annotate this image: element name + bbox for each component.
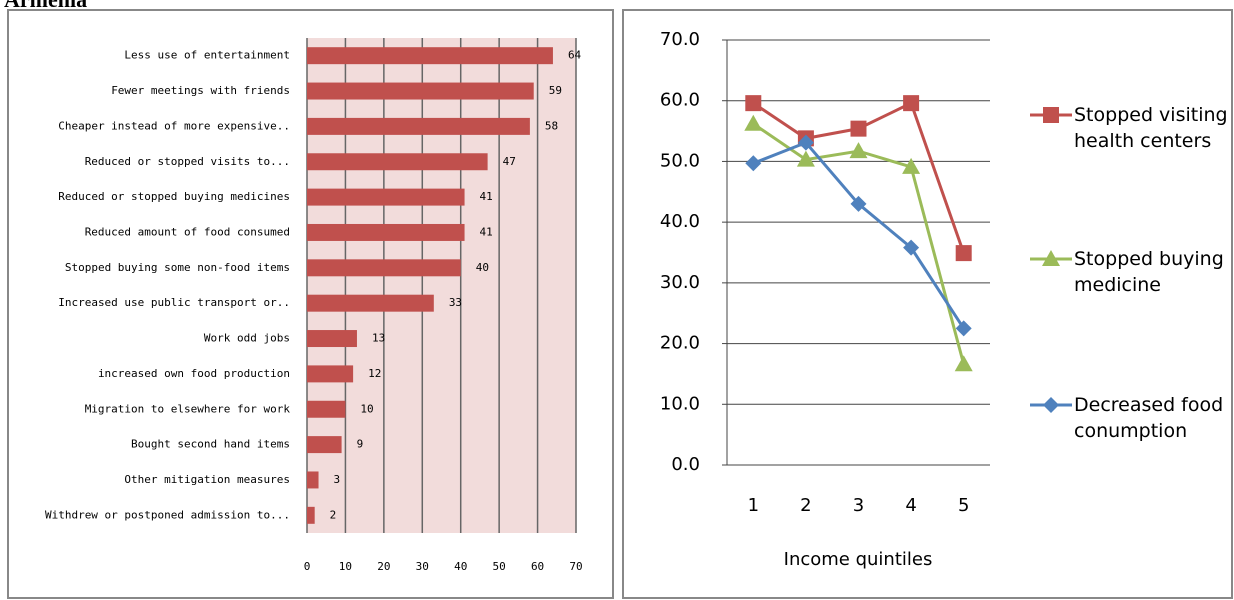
y-tick-label: 40.0 (660, 211, 700, 232)
marker (903, 239, 920, 256)
bar (307, 117, 530, 135)
x-tick-label: 70 (569, 560, 582, 573)
y-tick-label: Reduced or stopped visits to... (85, 155, 290, 168)
right-panel (622, 9, 1233, 599)
bar (307, 259, 461, 277)
y-tick-label: Withdrew or postponed admission to... (45, 508, 290, 521)
y-tick-label: Cheaper instead of more expensive.. (58, 119, 290, 132)
x-tick-label: 0 (304, 560, 311, 573)
value-label: 41 (480, 190, 493, 203)
x-tick-label: 40 (454, 560, 467, 573)
y-tick-label: Increased use public transport or.. (58, 296, 290, 309)
x-tick-label: 4 (905, 495, 916, 516)
value-label: 58 (545, 119, 558, 132)
y-tick-label: 0.0 (671, 454, 700, 475)
marker (955, 320, 972, 337)
y-tick-label: 70.0 (660, 29, 700, 50)
bar (307, 330, 357, 348)
legend-label: Stopped visiting health centers (1074, 104, 1228, 152)
value-label: 59 (549, 84, 562, 97)
y-tick-label: 10.0 (660, 393, 700, 414)
x-tick-label: 2 (800, 495, 811, 516)
x-tick-label: 30 (416, 560, 429, 573)
bar (307, 436, 342, 454)
y-tick-label: Stopped buying some non-food items (65, 261, 290, 274)
marker (903, 95, 920, 112)
value-label: 3 (334, 473, 341, 486)
value-label: 33 (449, 296, 462, 309)
x-axis-label: Income quintiles (784, 549, 933, 570)
y-tick-label: increased own food production (98, 367, 290, 380)
bar (307, 294, 434, 312)
marker (850, 195, 867, 212)
legend-marker (1043, 397, 1059, 413)
y-tick-label: 30.0 (660, 272, 700, 293)
marker (796, 150, 815, 167)
value-label: 47 (503, 155, 516, 168)
marker (745, 95, 762, 112)
y-tick-label: Less use of entertainment (124, 49, 290, 62)
legend-marker (1043, 107, 1059, 123)
left-panel (7, 9, 614, 599)
bar (307, 188, 465, 206)
bar (307, 82, 534, 100)
x-tick-label: 3 (853, 495, 864, 516)
marker (849, 142, 868, 159)
value-label: 40 (476, 261, 489, 274)
x-tick-label: 20 (377, 560, 390, 573)
legend-marker (1042, 250, 1060, 266)
series-line (752, 140, 965, 330)
x-tick-label: 50 (493, 560, 506, 573)
bar (307, 400, 346, 418)
value-label: 2 (330, 508, 337, 521)
marker (955, 245, 972, 262)
x-tick-label: 5 (958, 495, 969, 516)
y-tick-label: Fewer meetings with friends (111, 84, 290, 97)
y-tick-label: 60.0 (660, 90, 700, 111)
legend-label: Decreased food conumption (1074, 394, 1224, 442)
value-label: 13 (372, 332, 385, 345)
x-tick-label: 1 (748, 495, 759, 516)
value-label: 9 (357, 438, 364, 451)
value-label: 64 (568, 49, 582, 62)
marker (850, 120, 867, 137)
legend-label: Stopped buying medicine (1074, 248, 1224, 296)
bar (307, 47, 553, 65)
bar (307, 471, 319, 489)
value-label: 12 (368, 367, 381, 380)
bar (307, 223, 465, 241)
marker (902, 157, 921, 174)
y-tick-label: Other mitigation measures (124, 473, 290, 486)
value-label: 10 (360, 402, 373, 415)
plot-area (307, 38, 576, 533)
y-tick-label: Reduced amount of food consumed (85, 225, 290, 238)
bar (307, 153, 488, 171)
y-tick-label: Migration to elsewhere for work (85, 402, 291, 415)
y-tick-label: 50.0 (660, 150, 700, 171)
x-tick-label: 10 (339, 560, 352, 573)
marker (954, 355, 973, 372)
y-tick-label: Bought second hand items (131, 438, 290, 451)
y-tick-label: Work odd jobs (204, 332, 290, 345)
marker (744, 114, 763, 131)
y-tick-label: 20.0 (660, 333, 700, 354)
x-tick-label: 60 (531, 560, 544, 573)
bar (307, 506, 315, 524)
bar (307, 365, 354, 383)
y-tick-label: Reduced or stopped buying medicines (58, 190, 290, 203)
value-label: 41 (480, 225, 493, 238)
marker (797, 134, 814, 151)
marker (745, 155, 762, 172)
